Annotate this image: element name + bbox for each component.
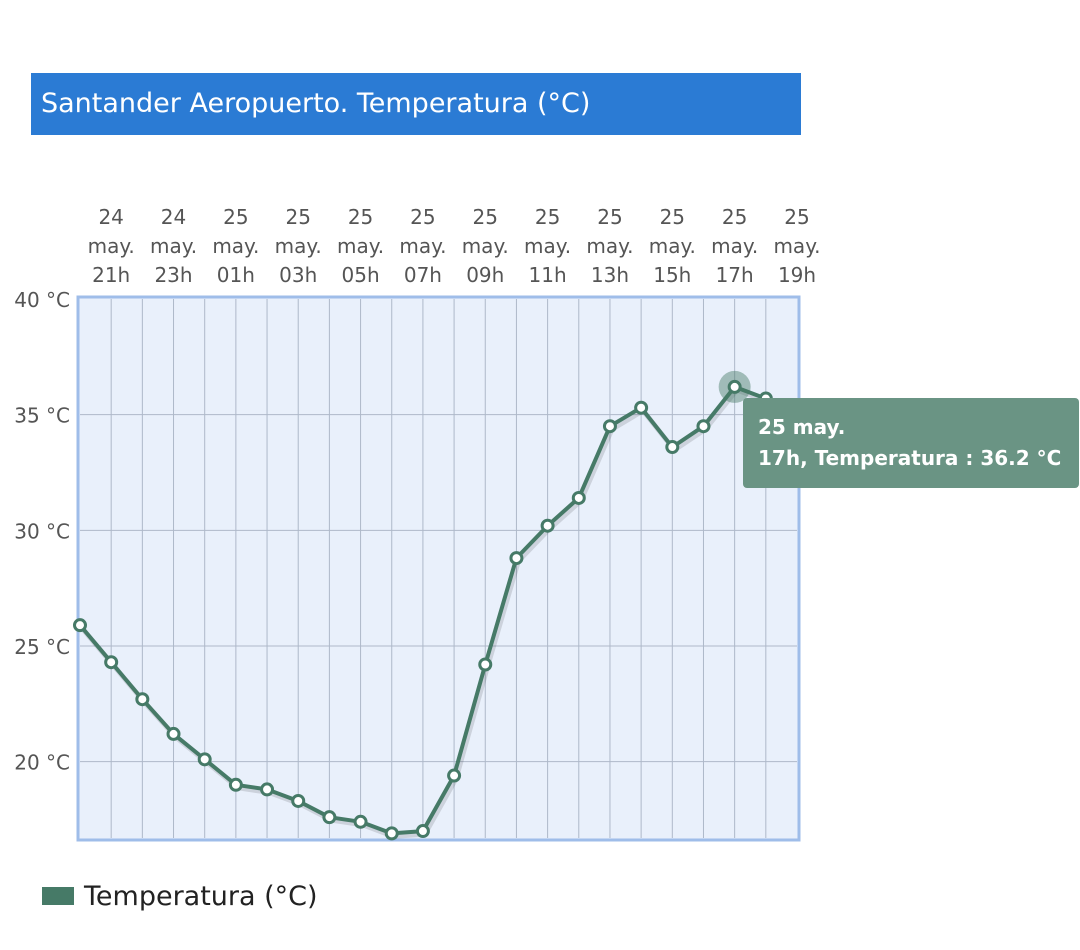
y-tick-label: 35 °C xyxy=(14,404,70,428)
data-point xyxy=(696,419,711,434)
x-tick-label-line: may. xyxy=(399,234,446,258)
x-tick-label-line: may. xyxy=(150,234,197,258)
x-tick-label-line: 17h xyxy=(716,263,754,287)
x-tick-label: 25 may. 01h xyxy=(212,205,259,287)
data-point xyxy=(384,826,399,841)
x-tick-label-line: 05h xyxy=(342,263,380,287)
x-tick-label-line: 25 xyxy=(473,205,498,229)
x-tick-label-line: 25 xyxy=(597,205,622,229)
data-point xyxy=(509,551,524,566)
y-tick-label: 30 °C xyxy=(14,519,70,543)
x-tick-label-line: may. xyxy=(88,234,135,258)
plot-background xyxy=(78,297,799,840)
x-tick-label-line: may. xyxy=(586,234,633,258)
x-tick-label-line: 11h xyxy=(529,263,567,287)
tooltip-value: 17h, Temperatura : 36.2 °C xyxy=(758,446,1062,470)
x-tick-label: 25 may. 05h xyxy=(337,205,384,287)
x-tick-label-line: 23h xyxy=(154,263,192,287)
x-tick-label-line: 07h xyxy=(404,263,442,287)
data-point xyxy=(353,814,368,829)
x-tick-label-line: may. xyxy=(711,234,758,258)
data-point xyxy=(602,419,617,434)
data-point xyxy=(540,518,555,533)
x-tick-label-line: may. xyxy=(524,234,571,258)
x-tick-label-line: may. xyxy=(462,234,509,258)
data-point xyxy=(104,655,119,670)
x-tick-label: 24 may. 21h xyxy=(88,205,135,287)
x-tick-label: 25 may. 15h xyxy=(649,205,696,287)
chart-title: Santander Aeropuerto. Temperatura (°C) xyxy=(31,73,801,135)
x-tick-label: 25 may. 13h xyxy=(586,205,633,287)
x-tick-label-line: may. xyxy=(649,234,696,258)
x-tick-label-line: 09h xyxy=(466,263,504,287)
x-tick-label: 25 may. 07h xyxy=(399,205,446,287)
x-tick-label-line: 25 xyxy=(285,205,310,229)
x-tick-label-line: 25 xyxy=(410,205,435,229)
data-point xyxy=(727,379,742,394)
x-tick-label-line: may. xyxy=(773,234,820,258)
x-tick-label-line: 19h xyxy=(778,263,816,287)
tooltip-date: 25 may. xyxy=(758,415,846,439)
x-tick-label-line: 13h xyxy=(591,263,629,287)
data-point xyxy=(166,726,181,741)
data-point xyxy=(447,768,462,783)
y-tick-label: 40 °C xyxy=(14,288,70,312)
x-tick-label-line: 25 xyxy=(660,205,685,229)
y-tick-label: 20 °C xyxy=(14,751,70,775)
x-tick-label: 25 may. 17h xyxy=(711,205,758,287)
x-tick-label-line: 01h xyxy=(217,263,255,287)
x-tick-label: 25 may. 09h xyxy=(462,205,509,287)
x-tick-label: 25 may. 11h xyxy=(524,205,571,287)
x-tick-label-line: 25 xyxy=(223,205,248,229)
data-point xyxy=(478,657,493,672)
data-point xyxy=(135,692,150,707)
tooltip: 25 may. 17h, Temperatura : 36.2 °C xyxy=(743,398,1079,488)
data-point xyxy=(571,490,586,505)
legend-swatch xyxy=(42,887,74,905)
x-tick-label-line: 25 xyxy=(535,205,560,229)
x-tick-label-line: 21h xyxy=(92,263,130,287)
data-point xyxy=(73,618,87,633)
data-point xyxy=(665,440,680,455)
x-tick-label-line: 25 xyxy=(722,205,747,229)
x-tick-label-line: may. xyxy=(275,234,322,258)
x-tick-label-line: 25 xyxy=(348,205,373,229)
x-tick-label: 24 may. 23h xyxy=(150,205,197,287)
x-tick-label-line: 03h xyxy=(279,263,317,287)
legend[interactable]: Temperatura (°C) xyxy=(42,872,318,920)
x-tick-label-line: may. xyxy=(337,234,384,258)
x-tick-label-line: 24 xyxy=(98,205,123,229)
x-tick-label-line: 15h xyxy=(653,263,691,287)
data-point xyxy=(291,793,306,808)
data-point xyxy=(260,782,275,797)
x-tick-label-line: may. xyxy=(212,234,259,258)
legend-label: Temperatura (°C) xyxy=(84,880,318,912)
data-point xyxy=(634,400,649,415)
x-tick-label-line: 24 xyxy=(161,205,186,229)
data-point xyxy=(228,777,243,792)
data-point xyxy=(197,752,212,767)
y-tick-label: 25 °C xyxy=(14,635,70,659)
x-tick-label-line: 25 xyxy=(784,205,809,229)
plot-border xyxy=(76,295,801,842)
x-tick-label: 25 may. 19h xyxy=(773,205,820,287)
data-point xyxy=(322,810,337,825)
x-tick-label: 25 may. 03h xyxy=(275,205,322,287)
data-point xyxy=(415,824,430,839)
